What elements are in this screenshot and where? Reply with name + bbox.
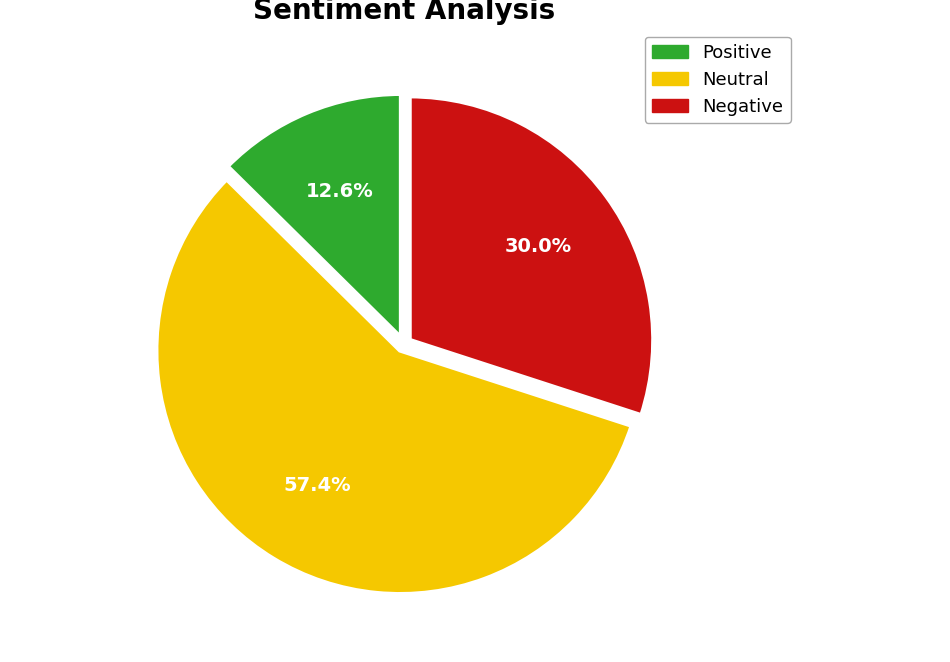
Wedge shape [228,94,401,338]
Wedge shape [409,97,654,415]
Title: Sentiment Analysis: Sentiment Analysis [253,0,555,25]
Legend: Positive, Neutral, Negative: Positive, Neutral, Negative [645,36,790,123]
Text: 30.0%: 30.0% [504,238,571,256]
Text: 57.4%: 57.4% [284,476,352,495]
Text: 12.6%: 12.6% [306,182,373,201]
Wedge shape [157,179,632,594]
